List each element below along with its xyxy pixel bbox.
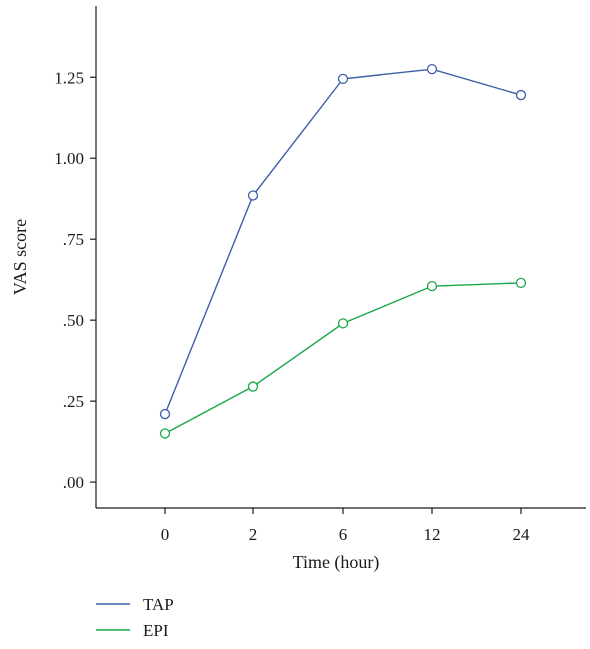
data-point-marker xyxy=(515,89,527,101)
data-point-marker xyxy=(426,280,438,292)
data-point-marker xyxy=(247,381,259,392)
plot-frame xyxy=(95,6,586,509)
legend: TAP EPI xyxy=(96,595,174,640)
x-axis-title: Time (hour) xyxy=(293,552,380,573)
x-tick-label: 24 xyxy=(513,525,531,544)
y-tick-label: .75 xyxy=(63,230,84,249)
y-tick-label: .50 xyxy=(63,311,84,330)
x-axis-ticks: 0 2 6 12 24 xyxy=(161,508,530,544)
data-point-marker xyxy=(515,277,527,289)
y-tick-label: .25 xyxy=(63,392,84,411)
legend-label-tap: TAP xyxy=(143,595,174,614)
y-axis-title: VAS score xyxy=(10,219,30,295)
data-point-marker xyxy=(159,408,171,420)
x-tick-label: 2 xyxy=(249,525,258,544)
x-tick-label: 6 xyxy=(339,525,348,544)
y-tick-label: 1.25 xyxy=(54,68,84,87)
y-tick-label: .00 xyxy=(63,473,84,492)
series-line-epi xyxy=(164,282,522,435)
series-tap xyxy=(159,64,527,420)
data-point-marker xyxy=(247,190,259,201)
x-tick-label: 12 xyxy=(424,525,441,544)
series-lines xyxy=(159,64,527,439)
y-tick-label: 1.00 xyxy=(54,149,84,168)
data-point-marker xyxy=(337,318,349,329)
data-point-marker xyxy=(159,428,171,439)
data-point-marker xyxy=(426,64,438,75)
series-line-tap xyxy=(164,68,522,415)
data-point-marker xyxy=(337,73,349,85)
y-axis-ticks: .00 .25 .50 .75 1.00 1.25 xyxy=(54,68,96,492)
series-epi xyxy=(159,277,527,439)
legend-label-epi: EPI xyxy=(143,621,169,640)
x-tick-label: 0 xyxy=(161,525,170,544)
